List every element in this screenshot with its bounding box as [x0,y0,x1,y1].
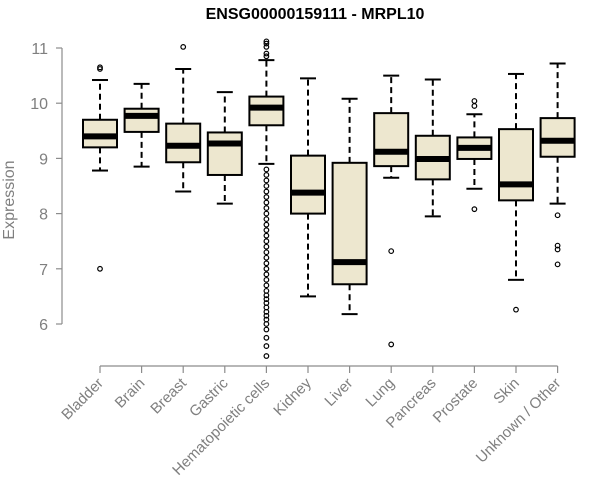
outlier-point [263,271,270,278]
y-tick-label: 10 [30,96,48,113]
outlier-point [263,40,270,47]
outlier-point [263,300,270,306]
outlier-point [263,265,270,272]
y-tick-label: 8 [39,207,48,224]
outlier-point [554,212,561,219]
outlier-point [263,43,270,50]
outlier-point [263,53,270,60]
outlier-point [263,210,270,217]
outlier-point [513,306,519,313]
x-tick-label: Lung [362,375,398,411]
box-iqr [123,107,160,133]
outlier-point [263,353,270,359]
y-tick-label: 9 [39,151,48,168]
chart-title: ENSG00000159111 - MRPL10 [205,6,425,23]
box-lung [373,74,410,348]
y-axis-label: Expression [1,160,18,239]
outlier-point [263,316,270,323]
box-iqr [290,154,326,215]
outlier-point [471,103,478,109]
box-iqr [206,131,243,176]
outlier-point [554,246,561,253]
outlier-point [263,216,270,223]
outlier-point [263,243,270,250]
outlier-point [388,248,395,255]
outlier-point [388,341,395,348]
box-hematopoietic-cells [248,38,285,359]
outlier-point [263,205,270,211]
outlier-point [263,199,270,206]
box-pancreas [414,78,451,218]
box-unknown-other [539,62,576,268]
outlier-point [263,227,270,234]
outlier-point [263,238,270,245]
box-kidney [290,77,326,298]
outlier-point [263,194,270,200]
outlier-point [263,254,270,261]
outlier-point [263,276,270,283]
box-breast [165,43,202,193]
outlier-point [263,260,270,267]
box-bladder [82,64,118,272]
outlier-point [263,249,270,256]
y-tick-label: 11 [31,41,48,58]
outlier-point [263,343,270,349]
box-gastric [206,91,243,205]
outlier-point [97,64,103,71]
outlier-point [263,221,270,228]
outlier-point [263,326,270,333]
y-tick-label: 7 [39,262,48,279]
outlier-point [263,38,270,45]
outlier-point [180,43,187,50]
x-tick-label: Brain [112,375,149,412]
outlier-point [554,242,561,249]
outlier-point [263,172,270,178]
x-tick-label: Bladder [58,375,107,424]
outlier-point [263,296,270,303]
outlier-point [263,312,270,319]
box-iqr [539,117,576,158]
outlier-point [263,287,270,294]
box-iqr [331,161,368,286]
outlier-point [471,206,478,213]
outlier-point [263,183,270,189]
outlier-point [554,261,561,268]
box-iqr [248,95,285,127]
y-tick-label: 6 [39,317,48,334]
box-brain [123,82,160,168]
x-tick-label: Breast [147,374,190,417]
outlier-point [263,282,270,289]
x-tick-label: Prostate [430,375,482,427]
outlier-point [263,188,270,195]
outlier-point [263,166,270,173]
x-tick-label: Kidney [270,374,315,419]
box-iqr [498,128,534,202]
outlier-point [471,98,478,104]
x-tick-label: Liver [321,375,356,410]
outlier-point [263,334,270,341]
outlier-point [97,265,103,272]
box-skin [498,72,534,313]
x-tick-label: Skin [490,375,523,408]
outlier-point [263,50,270,57]
outlier-point [263,177,270,184]
outlier-point [263,232,270,239]
box-iqr [373,112,410,168]
box-prostate [456,98,493,213]
box-liver [331,97,368,316]
